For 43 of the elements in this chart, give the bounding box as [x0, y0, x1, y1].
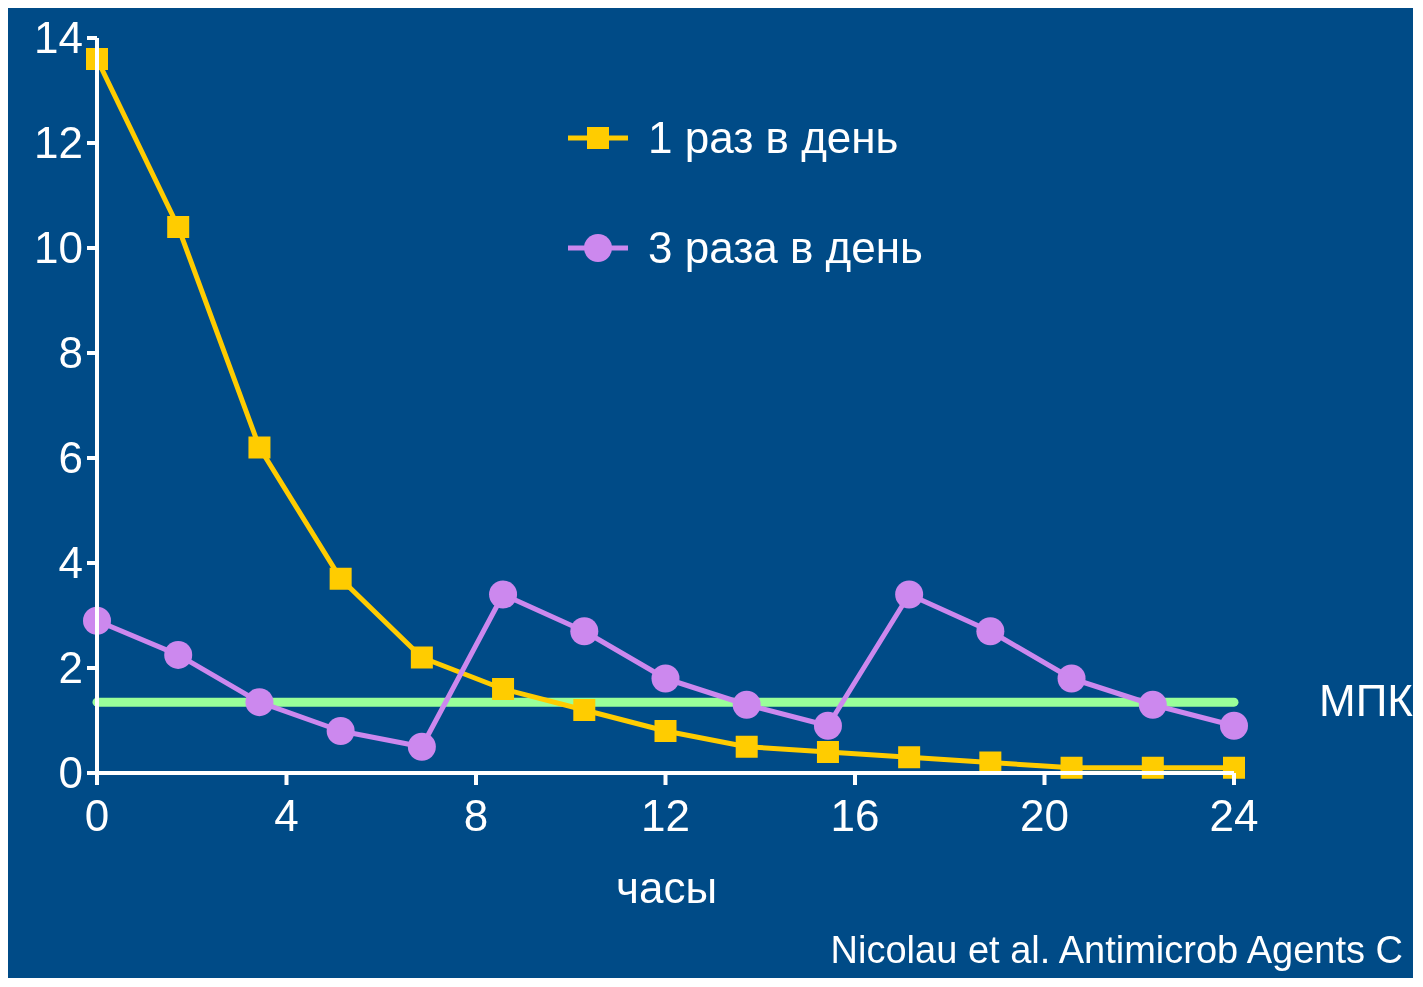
- point: [735, 735, 758, 758]
- legend-label: 3 раза в день: [648, 223, 923, 272]
- point: [1138, 690, 1167, 719]
- point: [570, 617, 599, 646]
- point: [573, 699, 596, 721]
- y-tick-label: 14: [34, 13, 83, 62]
- point: [1220, 711, 1248, 740]
- x-tick-label: 20: [1020, 791, 1069, 840]
- y-tick-label: 12: [34, 118, 83, 167]
- text: Nicolau et al. Antimicrob Agents C: [830, 929, 1403, 971]
- legend-label: 1 раз в день: [648, 113, 899, 162]
- x-tick-label: 16: [830, 791, 880, 840]
- y-tick-label: 8: [58, 328, 83, 377]
- point: [654, 720, 677, 742]
- x-axis-title: часы: [615, 863, 718, 912]
- point: [329, 567, 352, 590]
- point: [164, 640, 193, 669]
- x-tick-label: 4: [274, 791, 299, 840]
- point: [492, 678, 515, 700]
- y-tick-label: 10: [34, 223, 83, 272]
- point: [167, 216, 190, 238]
- point: [410, 646, 433, 669]
- point: [651, 664, 680, 693]
- point: [248, 436, 271, 459]
- point: [895, 580, 924, 609]
- point: [898, 746, 921, 769]
- y-tick-label: 4: [58, 538, 83, 587]
- y-tick-label: 0: [58, 748, 83, 797]
- x-tick-label: 8: [463, 791, 489, 840]
- point: [326, 717, 355, 745]
- x-tick-label: 24: [1209, 791, 1259, 840]
- point: [732, 690, 761, 719]
- y-tick-label: 6: [58, 433, 83, 482]
- point: [245, 688, 274, 717]
- point: [813, 711, 842, 740]
- x-tick-label: 12: [641, 791, 690, 840]
- point: [489, 580, 518, 609]
- point: [1057, 664, 1086, 693]
- point: [976, 617, 1005, 646]
- y-tick-label: 2: [58, 643, 83, 692]
- point: [407, 732, 436, 761]
- ref-line-label: МПК: [1319, 676, 1414, 726]
- point: [816, 741, 839, 763]
